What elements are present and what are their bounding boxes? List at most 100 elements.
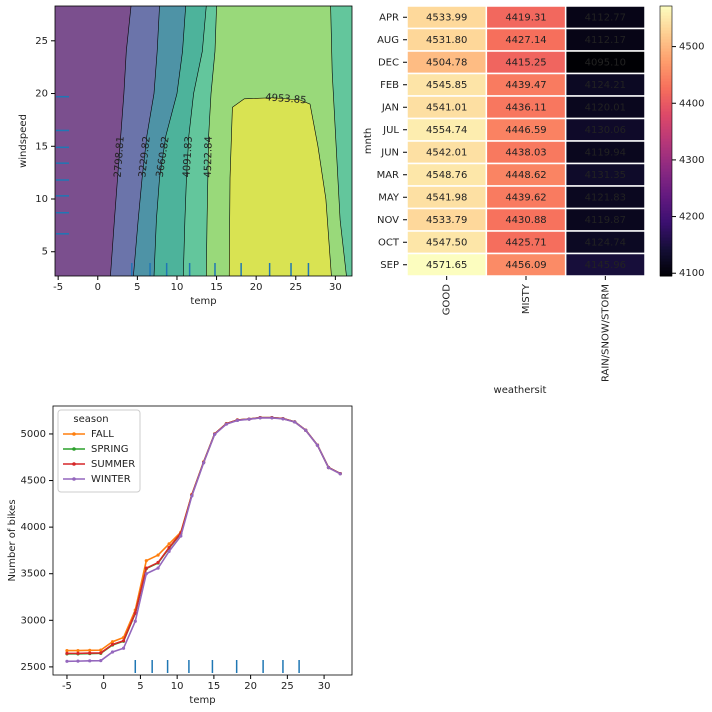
x-axis-label: temp bbox=[190, 296, 216, 307]
x-tick-label: 15 bbox=[208, 681, 221, 692]
cell-label: 4145.96 bbox=[585, 260, 626, 271]
legend-label: WINTER bbox=[91, 474, 131, 485]
axes-frame bbox=[54, 5, 353, 277]
colorbar-segment bbox=[660, 144, 672, 148]
y-tick-label: 10 bbox=[35, 194, 48, 205]
colorbar-tick-label: 4500 bbox=[679, 42, 704, 53]
cell-label: 4131.35 bbox=[585, 170, 626, 181]
contour-label: 4522.84 bbox=[203, 136, 215, 178]
cell-label: 4438.03 bbox=[505, 147, 546, 158]
x-tick-label: GOOD bbox=[442, 284, 453, 315]
contour-label: 2798.81 bbox=[113, 136, 127, 178]
x-axis-label: temp bbox=[189, 695, 215, 706]
series-point bbox=[133, 611, 137, 615]
colorbar-segment bbox=[660, 108, 672, 112]
series-point bbox=[65, 659, 69, 663]
series-point bbox=[110, 640, 115, 644]
cell-label: 4533.79 bbox=[426, 215, 467, 226]
colorbar-segment bbox=[660, 153, 672, 157]
y-axis-label: windspeed bbox=[18, 114, 29, 168]
series-point bbox=[338, 472, 342, 476]
x-tick-label: 5 bbox=[134, 282, 140, 293]
colorbar-segment bbox=[660, 126, 672, 130]
series-point bbox=[235, 418, 239, 423]
x-tick-label: -5 bbox=[53, 282, 63, 293]
x-tick-label: MISTY bbox=[521, 283, 532, 314]
colorbar-segment bbox=[660, 261, 672, 265]
colorbar-segment bbox=[660, 27, 672, 31]
y-tick-label: DEC bbox=[378, 57, 399, 68]
cell-label: 4446.59 bbox=[505, 125, 546, 136]
x-tick-label: 25 bbox=[281, 681, 294, 692]
colorbar-segment bbox=[660, 216, 672, 220]
colorbar-segment bbox=[660, 210, 672, 214]
cell-label: 4095.10 bbox=[585, 57, 626, 68]
series-point bbox=[133, 619, 137, 623]
colorbar-segment bbox=[660, 237, 672, 241]
y-tick-label: 20 bbox=[35, 89, 48, 100]
y-tick-label: OCT bbox=[378, 237, 400, 248]
series-point bbox=[88, 648, 92, 652]
series-point bbox=[110, 642, 115, 647]
contour-line bbox=[330, 6, 347, 276]
colorbar-segment bbox=[660, 270, 672, 274]
legend-title: season bbox=[73, 414, 108, 425]
y-tick-label: 3500 bbox=[21, 569, 46, 580]
legend-label: SUMMER bbox=[91, 459, 135, 470]
y-tick-label: 25 bbox=[35, 36, 48, 47]
x-tick-label: 20 bbox=[250, 282, 263, 293]
y-tick-label: FEB bbox=[380, 80, 399, 91]
colorbar-segment bbox=[660, 231, 672, 235]
series-point bbox=[202, 461, 206, 465]
x-tick-label: 25 bbox=[289, 282, 302, 293]
colorbar-segment bbox=[660, 36, 672, 40]
colorbar-segment bbox=[660, 225, 672, 229]
colorbar-segment bbox=[660, 30, 672, 34]
legend-marker bbox=[72, 462, 76, 466]
series-point bbox=[121, 646, 126, 650]
colorbar-segment bbox=[660, 180, 672, 184]
colorbar-segment bbox=[660, 39, 672, 43]
colorbar-segment bbox=[660, 18, 672, 22]
cell-label: 4419.31 bbox=[505, 12, 546, 23]
y-tick-label: APR bbox=[379, 12, 399, 23]
y-tick-label: 3000 bbox=[21, 615, 46, 626]
colorbar-segment bbox=[660, 6, 672, 10]
contour-line bbox=[133, 6, 160, 276]
y-tick-label: JUN bbox=[380, 147, 399, 158]
cell-label: 4436.11 bbox=[505, 102, 546, 113]
colorbar-segment bbox=[660, 198, 672, 202]
y-tick-label: JUL bbox=[382, 125, 399, 136]
cell-label: 4124.74 bbox=[585, 237, 626, 248]
colorbar-segment bbox=[660, 111, 672, 115]
series-point bbox=[144, 566, 148, 570]
colorbar-segment bbox=[660, 51, 672, 55]
series-point bbox=[76, 648, 80, 653]
series-point bbox=[99, 659, 103, 663]
colorbar-segment bbox=[660, 204, 672, 208]
cell-label: 4545.85 bbox=[426, 80, 467, 91]
contour-line bbox=[183, 6, 207, 276]
series-point bbox=[156, 560, 160, 565]
colorbar-segment bbox=[660, 72, 672, 76]
x-tick-label: 30 bbox=[318, 681, 331, 692]
series-point bbox=[326, 466, 331, 470]
colorbar-segment bbox=[660, 135, 672, 139]
cell-label: 4547.50 bbox=[426, 237, 467, 248]
x-tick-label: 20 bbox=[244, 681, 257, 692]
colorbar-segment bbox=[660, 132, 672, 136]
series-point bbox=[258, 416, 262, 420]
legend-marker bbox=[72, 447, 76, 451]
cell-label: 4439.47 bbox=[505, 80, 546, 91]
x-tick-label: 0 bbox=[95, 282, 101, 293]
series-point bbox=[213, 432, 217, 437]
y-tick-label: 5000 bbox=[21, 429, 46, 440]
y-tick-label: MAR bbox=[377, 170, 399, 181]
colorbar-segment bbox=[660, 195, 672, 199]
cell-label: 4448.62 bbox=[505, 170, 546, 181]
legend-label: FALL bbox=[91, 429, 114, 440]
cell-label: 4430.88 bbox=[505, 215, 546, 226]
cell-label: 4425.71 bbox=[505, 237, 546, 248]
colorbar-segment bbox=[660, 156, 672, 160]
